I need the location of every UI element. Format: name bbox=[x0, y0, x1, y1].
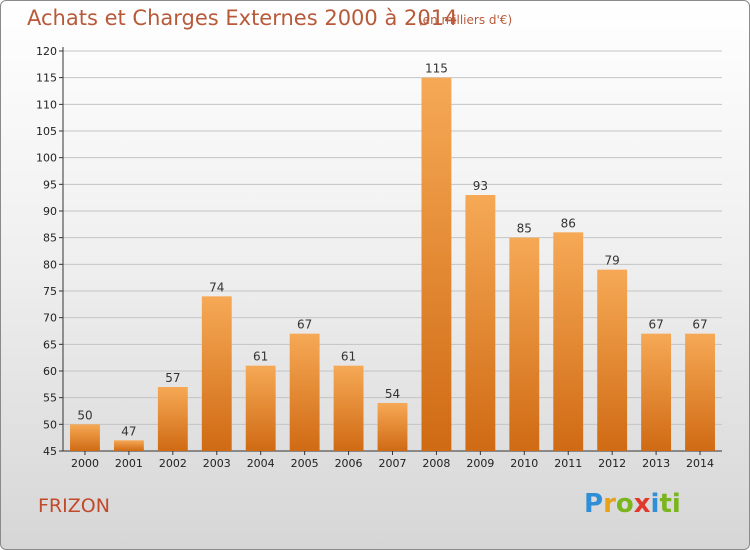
x-tick-label: 2009 bbox=[466, 457, 494, 470]
proxiti-logo: Proxiti bbox=[584, 489, 681, 519]
bar-value-label: 61 bbox=[341, 350, 356, 364]
bar bbox=[289, 333, 320, 451]
chart-unit: (en milliers d'€) bbox=[418, 13, 513, 27]
logo-letter: r bbox=[603, 489, 616, 519]
x-tick-label: 2008 bbox=[422, 457, 450, 470]
x-tick-label: 2010 bbox=[510, 457, 538, 470]
bar-value-label: 54 bbox=[385, 387, 400, 401]
bar-value-label: 86 bbox=[561, 216, 576, 230]
y-tick-label: 75 bbox=[43, 285, 57, 298]
x-tick-label: 2006 bbox=[335, 457, 363, 470]
x-tick-label: 2000 bbox=[71, 457, 99, 470]
x-tick-label: 2012 bbox=[598, 457, 626, 470]
x-tick-label: 2005 bbox=[291, 457, 319, 470]
y-tick-label: 45 bbox=[43, 445, 57, 458]
bar bbox=[245, 365, 276, 451]
x-tick-label: 2013 bbox=[642, 457, 670, 470]
y-tick-label: 70 bbox=[43, 312, 57, 325]
bar-value-label: 50 bbox=[77, 408, 92, 422]
x-tick-label: 2003 bbox=[203, 457, 231, 470]
bar bbox=[685, 333, 715, 451]
chart-title: Achats et Charges Externes 2000 à 2014 bbox=[27, 6, 458, 30]
bar-value-label: 61 bbox=[253, 350, 268, 364]
bar bbox=[421, 77, 452, 452]
bar bbox=[597, 269, 628, 451]
logo-letter: ti bbox=[659, 489, 681, 519]
bar bbox=[333, 365, 364, 451]
bar-value-label: 67 bbox=[297, 318, 312, 332]
y-tick-label: 120 bbox=[36, 45, 57, 58]
bar bbox=[377, 403, 408, 451]
y-tick-label: 80 bbox=[43, 258, 57, 271]
commune-name: FRIZON bbox=[38, 495, 110, 517]
bar bbox=[201, 296, 232, 451]
bar-value-label: 67 bbox=[692, 318, 707, 332]
logo-letter: o bbox=[615, 489, 634, 519]
logo-letter: x bbox=[633, 489, 651, 519]
logo-letter: i bbox=[650, 489, 660, 519]
logo-letter: P bbox=[584, 489, 604, 519]
x-tick-label: 2007 bbox=[379, 457, 407, 470]
x-tick-label: 2001 bbox=[115, 457, 143, 470]
bar-value-label: 74 bbox=[209, 280, 224, 294]
bar-value-label: 79 bbox=[605, 254, 620, 268]
y-tick-label: 95 bbox=[43, 178, 57, 191]
bar bbox=[509, 237, 540, 451]
y-tick-label: 115 bbox=[36, 72, 57, 85]
y-tick-label: 90 bbox=[43, 205, 57, 218]
x-tick-label: 2004 bbox=[247, 457, 275, 470]
y-tick-label: 110 bbox=[36, 98, 57, 111]
x-tick-label: 2002 bbox=[159, 457, 187, 470]
y-tick-label: 105 bbox=[36, 125, 57, 138]
bar bbox=[553, 232, 584, 451]
bar-value-label: 93 bbox=[473, 179, 488, 193]
y-tick-label: 60 bbox=[43, 365, 57, 378]
y-tick-label: 50 bbox=[43, 418, 57, 431]
bar bbox=[70, 424, 100, 451]
bar-value-label: 85 bbox=[517, 222, 532, 236]
bar-value-label: 47 bbox=[121, 424, 136, 438]
y-tick-label: 85 bbox=[43, 232, 57, 245]
bar bbox=[641, 333, 672, 451]
bar-value-label: 57 bbox=[165, 371, 180, 385]
x-tick-label: 2014 bbox=[686, 457, 714, 470]
bar-value-label: 115 bbox=[425, 62, 448, 76]
x-tick-label: 2011 bbox=[554, 457, 582, 470]
y-tick-label: 100 bbox=[36, 152, 57, 165]
bar bbox=[113, 440, 144, 451]
bar-value-label: 67 bbox=[648, 318, 663, 332]
y-tick-label: 65 bbox=[43, 338, 57, 351]
bar bbox=[465, 195, 496, 451]
y-tick-label: 55 bbox=[43, 392, 57, 405]
bar bbox=[157, 387, 188, 451]
